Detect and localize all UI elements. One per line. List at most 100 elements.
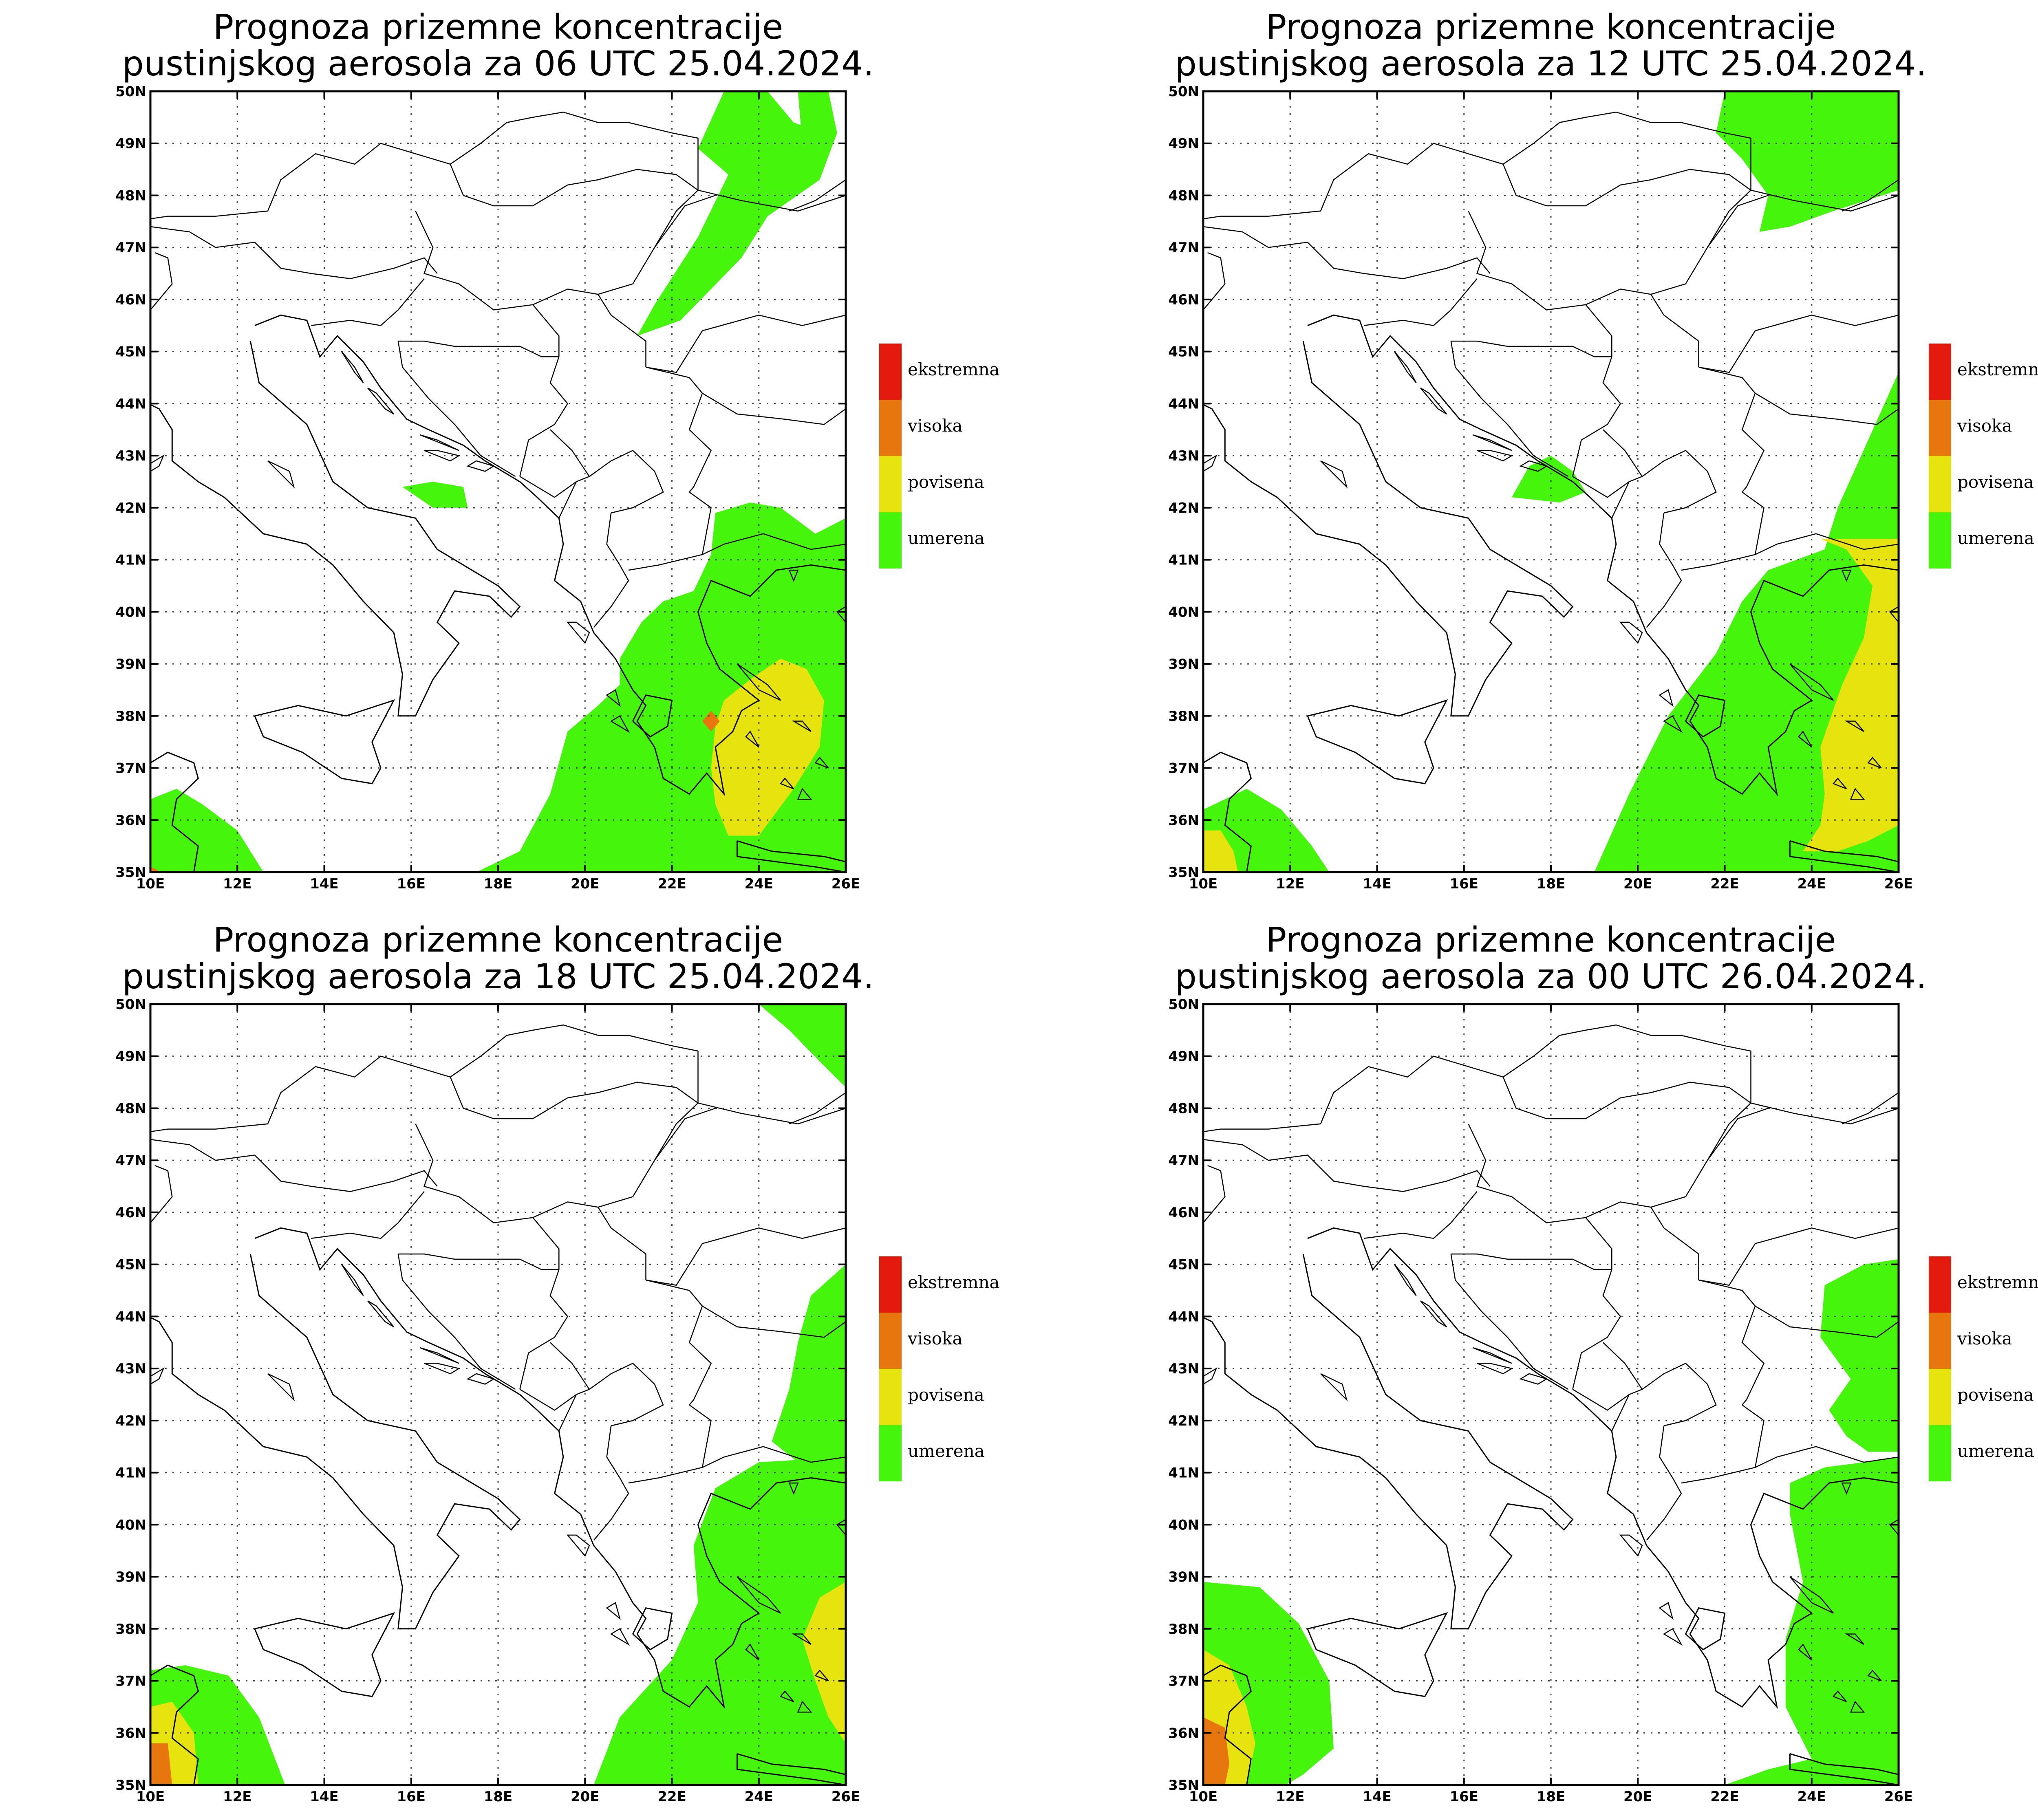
- lat-tick-label: 47N: [115, 1152, 146, 1169]
- lat-tick-label: 43N: [115, 1361, 146, 1377]
- country-border: [1611, 481, 1630, 518]
- lat-tick-label: 46N: [115, 1205, 146, 1221]
- aerosol-region-visoka: [150, 1743, 172, 1785]
- island-outline: [792, 1633, 812, 1645]
- lat-tick-label: 48N: [115, 187, 146, 204]
- country-border: [150, 252, 173, 311]
- island-outline: [606, 1602, 621, 1620]
- country-border: [1707, 195, 1769, 248]
- legend-swatch-povisena: [1929, 456, 1951, 512]
- country-border: [519, 357, 569, 477]
- country-border: [1750, 138, 1899, 212]
- country-border: [450, 111, 698, 165]
- legend: ekstremna visoka povisena umerena: [879, 1256, 1000, 1481]
- lat-tick-label: 46N: [1168, 292, 1199, 308]
- legend-swatch-visoka: [1929, 1313, 1951, 1369]
- lat-tick-label: 44N: [115, 1309, 146, 1325]
- lon-tick-label: 18E: [1537, 1789, 1566, 1805]
- lat-tick-label: 36N: [1168, 1725, 1199, 1741]
- legend-swatch-umerena: [879, 1425, 902, 1481]
- country-border: [311, 278, 425, 326]
- lat-tick-label: 41N: [115, 552, 146, 568]
- lon-tick-label: 20E: [1623, 876, 1652, 892]
- lon-tick-label: 12E: [223, 876, 252, 892]
- legend: ekstremna visoka povisena umerena: [1929, 1256, 2038, 1481]
- country-border: [593, 513, 629, 628]
- legend-label-umerena: umerena: [1957, 528, 2034, 548]
- island-outline: [1841, 569, 1852, 582]
- lat-tick-label: 37N: [115, 1673, 146, 1690]
- island-outline: [1850, 788, 1865, 800]
- panel-title-line1: Prognoza prizemne koncentracije: [213, 7, 783, 47]
- island-outline: [267, 1373, 295, 1402]
- island-outline: [1394, 351, 1417, 383]
- lon-tick-label: 14E: [310, 876, 339, 892]
- legend-label-ekstremna: ekstremna: [908, 359, 1000, 379]
- lat-tick-label: 40N: [115, 1517, 146, 1533]
- island-outline: [1659, 689, 1674, 707]
- lat-tick-label: 38N: [115, 708, 146, 725]
- lat-tick-label: 43N: [1168, 448, 1199, 464]
- legend-label-ekstremna: ekstremna: [1957, 1272, 2038, 1292]
- map-area: [150, 91, 846, 872]
- island-outline: [1798, 1643, 1812, 1661]
- country-border: [1203, 1165, 1226, 1223]
- map-area: [1203, 91, 1899, 872]
- island-outline: [1867, 1670, 1882, 1681]
- country-border: [697, 138, 846, 212]
- island-outline: [836, 1519, 846, 1536]
- country-border: [1468, 1102, 1751, 1223]
- country-border: [1585, 304, 1612, 357]
- island-outline: [1619, 621, 1643, 644]
- island-outline: [1889, 1519, 1899, 1536]
- legend-swatch-umerena: [1929, 1425, 1951, 1481]
- country-border: [654, 195, 716, 248]
- lon-tick-label: 24E: [1797, 1789, 1826, 1805]
- lat-tick-label: 42N: [115, 1413, 146, 1429]
- island-outline: [1789, 663, 1834, 701]
- coastline: [150, 751, 199, 872]
- forecast-panel: Prognoza prizemne koncentracijepustinjsk…: [1168, 7, 2038, 892]
- country-border: [1755, 1305, 1899, 1338]
- country-border: [1642, 1362, 1717, 1426]
- legend-label-ekstremna: ekstremna: [1957, 359, 2038, 379]
- coastline: [1307, 1612, 1448, 1697]
- coastline: [1789, 840, 1899, 872]
- island-outline: [1867, 757, 1882, 769]
- island-outline: [797, 1701, 812, 1713]
- legend-swatch-umerena: [1929, 512, 1951, 568]
- lat-tick-label: 46N: [115, 292, 146, 308]
- legend: ekstremna visoka povisena umerena: [879, 344, 1000, 568]
- lat-tick-label: 44N: [1168, 396, 1199, 412]
- country-border: [1698, 1279, 1765, 1406]
- island-outline: [1798, 730, 1812, 748]
- lon-tick-label: 18E: [484, 876, 513, 892]
- island-outline: [341, 351, 364, 383]
- legend-label-povisena: povisena: [908, 1385, 984, 1405]
- island-outline: [1472, 1347, 1512, 1364]
- coastline: [632, 694, 673, 738]
- country-border: [1642, 449, 1717, 513]
- country-border: [519, 1269, 569, 1390]
- lat-tick-label: 42N: [115, 500, 146, 516]
- island-outline: [1789, 1576, 1834, 1614]
- aerosol-region-umerena: [402, 482, 468, 508]
- lat-tick-label: 49N: [115, 136, 146, 152]
- country-border: [689, 491, 712, 555]
- lat-tick-label: 43N: [115, 448, 146, 464]
- country-border: [558, 481, 577, 518]
- legend-label-umerena: umerena: [1957, 1441, 2034, 1461]
- island-outline: [424, 1363, 461, 1375]
- lon-tick-label: 10E: [136, 876, 165, 892]
- country-border: [697, 1051, 846, 1125]
- lon-tick-label: 18E: [1537, 876, 1566, 892]
- country-border: [311, 1191, 425, 1239]
- panel-title-line1: Prognoza prizemne koncentracije: [1266, 920, 1836, 960]
- island-outline: [466, 1373, 495, 1385]
- aerosol-region-povisena: [711, 659, 824, 836]
- country-border: [589, 449, 664, 513]
- country-border: [415, 189, 699, 311]
- country-border: [1450, 341, 1569, 477]
- country-border: [1572, 429, 1643, 498]
- country-border: [1502, 1024, 1751, 1077]
